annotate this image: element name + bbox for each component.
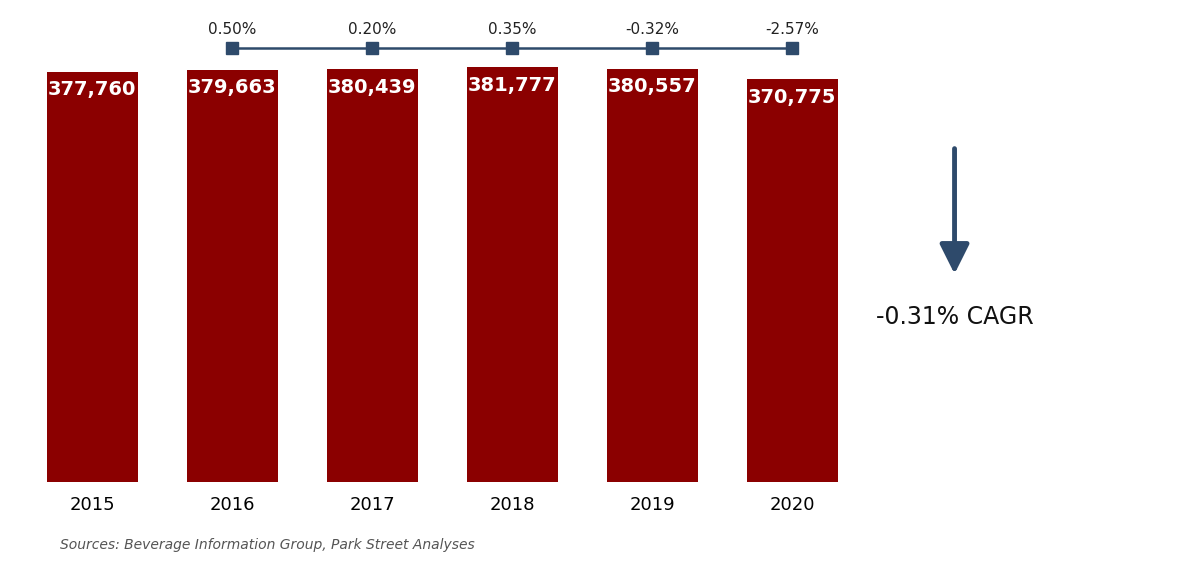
- Text: Sources: Beverage Information Group, Park Street Analyses: Sources: Beverage Information Group, Par…: [60, 538, 475, 552]
- Text: 380,439: 380,439: [328, 78, 416, 97]
- Bar: [326, 69, 418, 482]
- Text: 381,777: 381,777: [468, 76, 557, 95]
- Text: -0.31% CAGR: -0.31% CAGR: [876, 305, 1033, 329]
- Text: 380,557: 380,557: [607, 78, 696, 96]
- Text: 0.20%: 0.20%: [348, 22, 396, 37]
- Text: 370,775: 370,775: [748, 88, 836, 107]
- Text: -0.32%: -0.32%: [625, 22, 679, 37]
- Bar: [186, 70, 277, 482]
- Text: 0.50%: 0.50%: [208, 22, 257, 37]
- Bar: [467, 68, 558, 482]
- Bar: [606, 69, 697, 482]
- Bar: [47, 72, 138, 482]
- Text: 379,663: 379,663: [187, 78, 276, 97]
- Text: -2.57%: -2.57%: [766, 22, 820, 37]
- Bar: [746, 79, 838, 482]
- Text: 0.35%: 0.35%: [488, 22, 536, 37]
- Text: 377,760: 377,760: [48, 81, 136, 100]
